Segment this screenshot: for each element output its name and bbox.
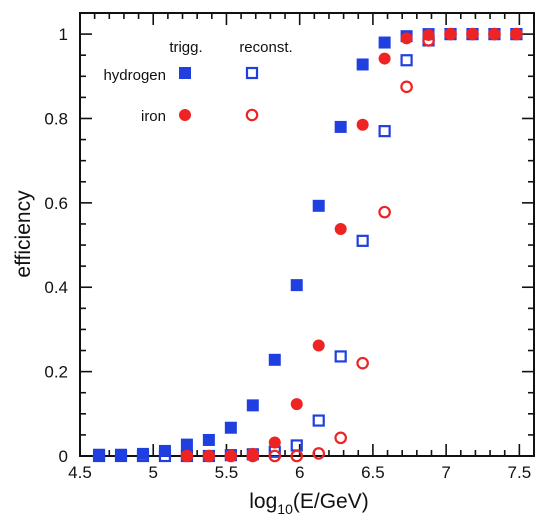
data-point [356, 118, 369, 131]
legend-hydrogen-trigg-marker [179, 67, 191, 79]
x-axis-label-rest: (E/GeV) [293, 490, 369, 513]
data-point [334, 431, 347, 445]
series-iron-trigg [180, 28, 523, 462]
data-point [290, 398, 303, 411]
data-point [488, 28, 501, 41]
data-point [400, 54, 413, 67]
x-tick-label: 6 [295, 463, 304, 482]
legend-hydrogen-reconst-marker [245, 66, 259, 80]
x-axis-label: log10(E/GeV) [249, 490, 368, 517]
y-tick-label: 0.8 [44, 109, 68, 128]
data-point [268, 436, 281, 449]
data-point [334, 350, 347, 363]
data-point [290, 279, 303, 292]
y-tick-label: 0.6 [44, 194, 68, 213]
data-point [246, 399, 259, 412]
data-point [378, 205, 391, 219]
x-tick-label: 7 [441, 463, 450, 482]
data-point [312, 199, 325, 212]
x-tick-label: 5 [148, 463, 157, 482]
data-point [466, 28, 479, 41]
data-point [312, 447, 326, 460]
x-axis-label-sub: 10 [277, 501, 293, 517]
data-points [92, 27, 523, 463]
data-point [158, 444, 171, 457]
data-point [378, 52, 391, 65]
data-point [224, 450, 237, 462]
series-hydrogen-trigg [93, 28, 523, 461]
y-tick-label: 0.2 [44, 363, 68, 382]
data-point [268, 353, 281, 366]
data-point [400, 32, 413, 45]
data-point [510, 28, 523, 41]
data-point [180, 438, 193, 451]
series-iron-reconst [180, 27, 523, 463]
y-axis-label: efficiency [12, 190, 35, 278]
data-point [378, 125, 391, 138]
legend-row-iron: iron [141, 108, 166, 125]
legend-iron-reconst-marker [245, 108, 259, 122]
plot-frame [79, 12, 535, 457]
data-point [334, 120, 347, 133]
data-point [93, 448, 106, 461]
data-point [356, 58, 369, 71]
data-point [312, 339, 325, 352]
data-point [444, 28, 457, 41]
data-point [378, 36, 391, 49]
data-point [115, 448, 128, 461]
data-point [312, 414, 325, 427]
legend: trigg. reconst. hydrogen iron [103, 39, 292, 125]
legend-row-hydrogen: hydrogen [103, 67, 166, 84]
data-point [268, 449, 282, 463]
y-tick-label: 0.4 [44, 278, 68, 297]
data-point [356, 356, 369, 370]
x-tick-label: 6.5 [361, 463, 385, 482]
x-tick-label: 5.5 [215, 463, 239, 482]
axis-ticks [79, 12, 535, 457]
x-tick-label: 4.5 [68, 463, 92, 482]
y-tick-label: 0 [59, 447, 68, 466]
data-point [224, 421, 237, 434]
data-point [136, 447, 149, 460]
x-axis-label-main: log [249, 490, 277, 513]
data-point [246, 447, 259, 460]
x-tick-label: 7.5 [508, 463, 532, 482]
data-point [202, 450, 215, 462]
legend-iron-trigg-marker [179, 109, 191, 121]
data-point [356, 234, 369, 247]
data-point [202, 433, 215, 446]
legend-col-trigg: trigg. [169, 39, 202, 56]
data-point [400, 80, 413, 94]
data-point [422, 28, 435, 41]
series-hydrogen-reconst [92, 27, 523, 463]
legend-col-reconst: reconst. [239, 39, 292, 56]
y-tick-label: 1 [59, 25, 68, 44]
tick-labels: 4.5 5 5.5 6 6.5 7 7.5 0 0.2 0.4 0.6 0.8 1 [44, 25, 531, 482]
data-point [290, 449, 304, 463]
data-point [180, 450, 193, 462]
data-point [334, 223, 347, 236]
